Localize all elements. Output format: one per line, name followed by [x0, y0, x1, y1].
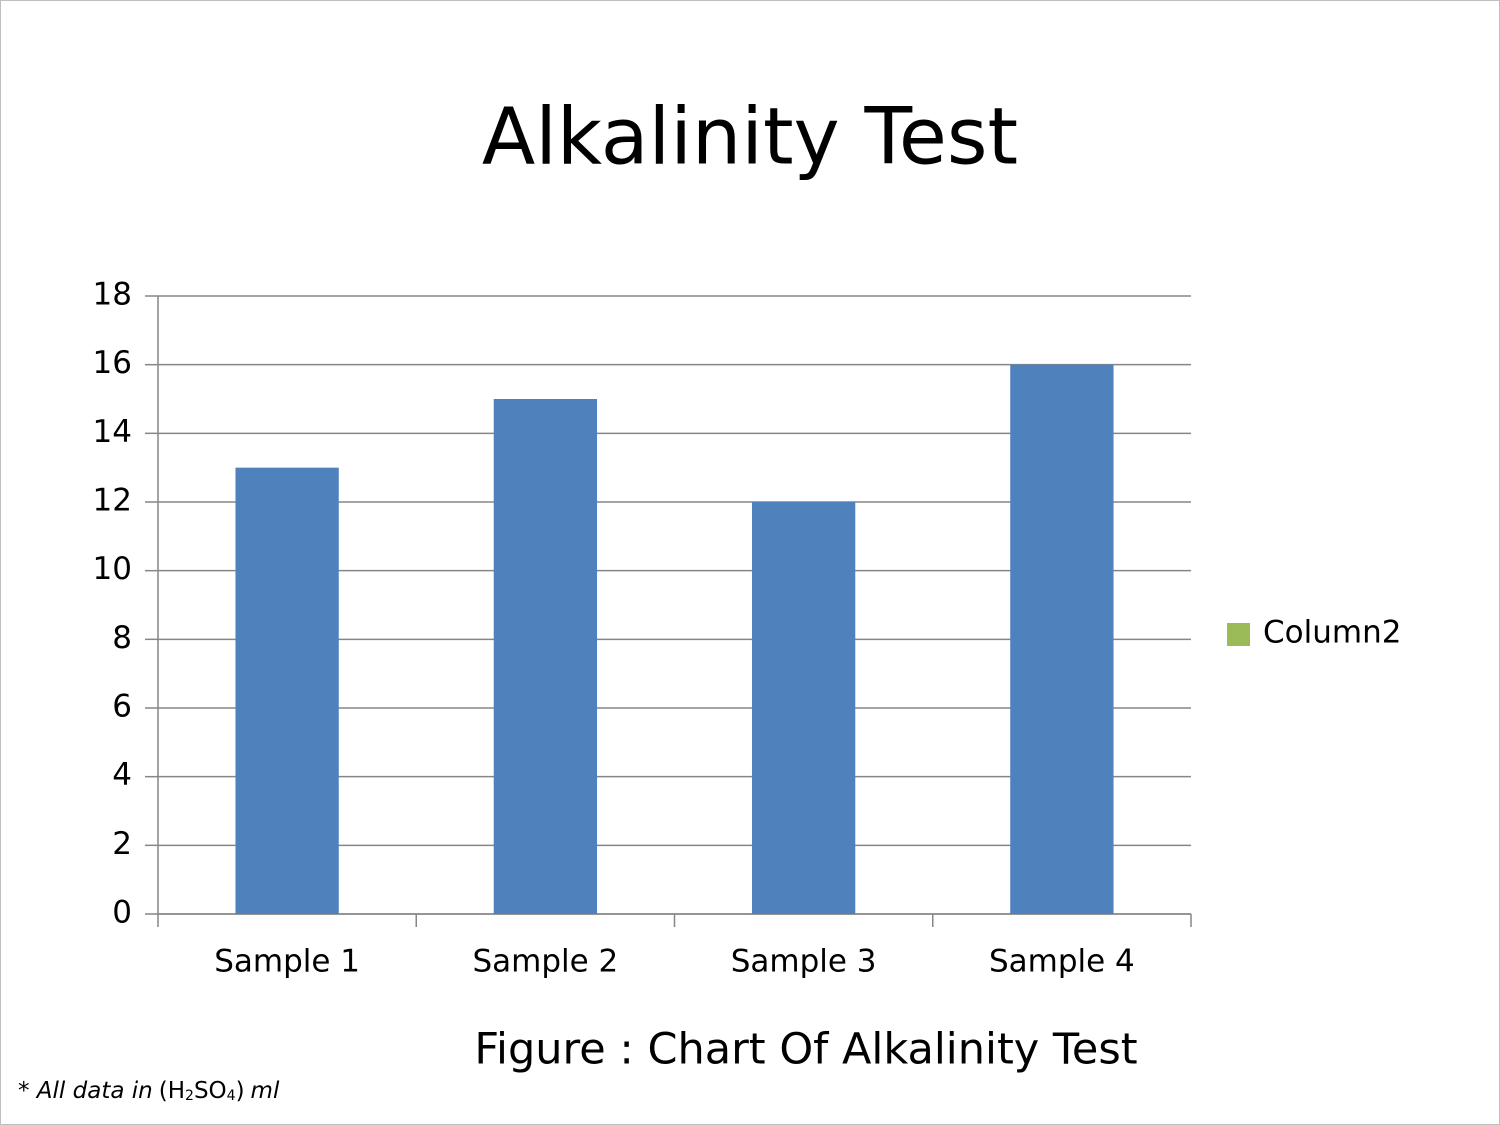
bar — [1010, 364, 1114, 915]
x-tick-label: Sample 1 — [214, 944, 360, 980]
footnote-lead: * All data in — [18, 1078, 153, 1104]
y-tick-label: 8 — [112, 620, 132, 656]
bar — [493, 399, 598, 914]
chart-title: Alkalinity Test — [482, 92, 1018, 182]
formula-subscript: 4 — [227, 1088, 236, 1104]
footnote-unit: ml — [251, 1078, 280, 1104]
y-tick-label: 6 — [112, 689, 132, 725]
y-tick-label: 4 — [112, 757, 132, 793]
y-tick-label: 0 — [112, 895, 132, 931]
x-tick-label: Sample 3 — [731, 944, 877, 980]
x-tick-label: Sample 2 — [472, 944, 618, 980]
formula-subscript: 2 — [185, 1088, 194, 1104]
bar — [751, 502, 856, 914]
y-tick-label: 16 — [93, 345, 132, 381]
y-tick-label: 18 — [93, 277, 132, 313]
y-tick-label: 12 — [93, 483, 132, 519]
formula-part: SO — [194, 1078, 227, 1104]
footnote: * All data in (H2SO4) ml — [18, 1078, 280, 1105]
bar — [235, 467, 339, 914]
formula-part: (H — [159, 1078, 185, 1104]
y-tick-label: 10 — [93, 551, 132, 587]
x-tick-label: Sample 4 — [989, 944, 1135, 980]
figure-caption: Figure : Chart Of Alkalinity Test — [474, 1025, 1137, 1075]
y-tick-label: 2 — [112, 826, 132, 862]
formula-part: ) — [236, 1078, 245, 1104]
legend-swatch — [1227, 623, 1250, 646]
legend-label: Column2 — [1263, 615, 1401, 651]
y-tick-label: 14 — [93, 414, 132, 450]
